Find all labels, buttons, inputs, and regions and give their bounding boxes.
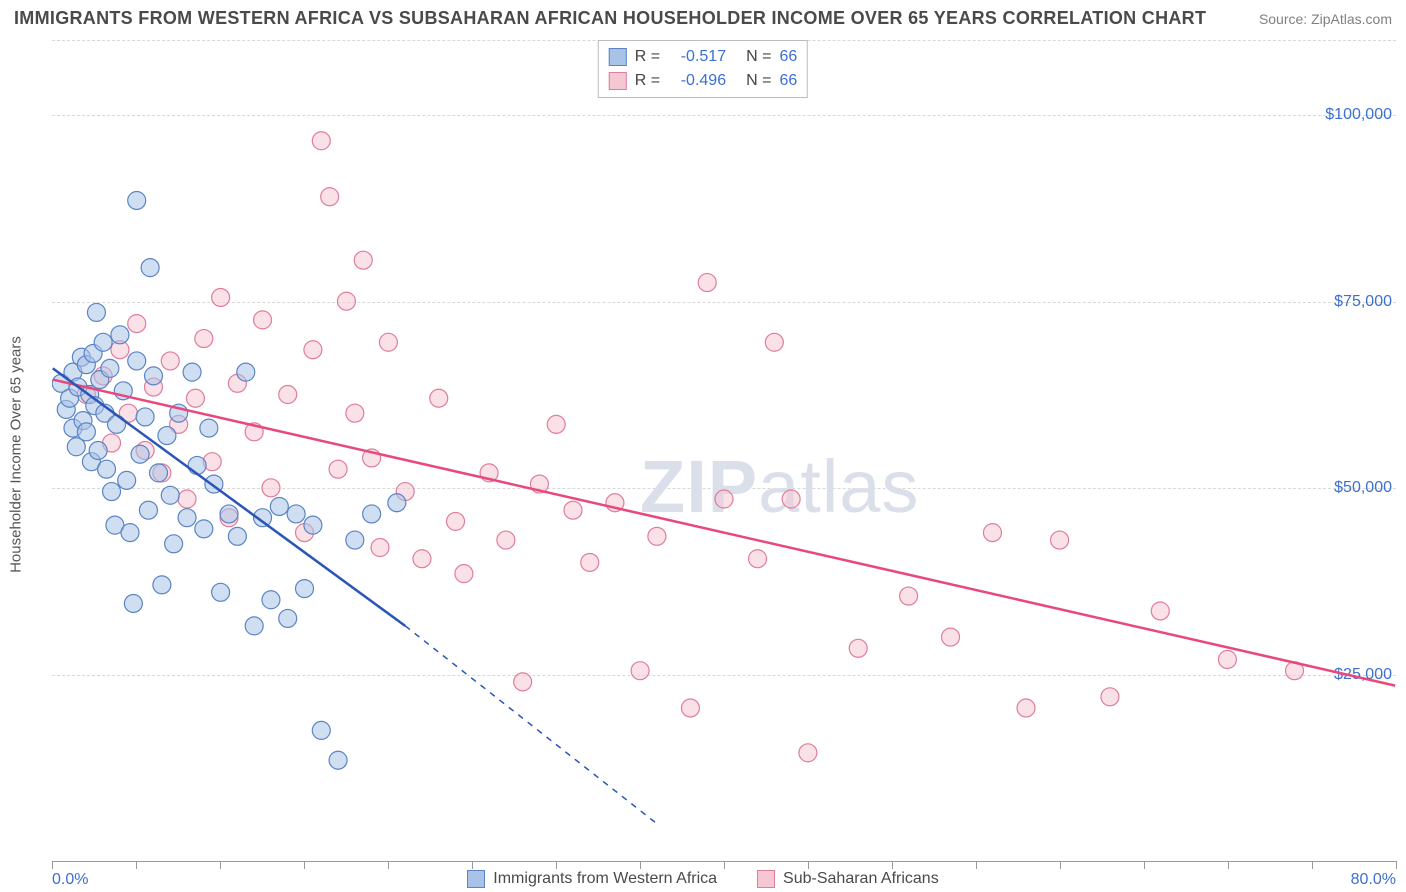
source-attribution: Source: ZipAtlas.com — [1259, 11, 1392, 27]
legend-item-2: Sub-Saharan Africans — [757, 870, 939, 888]
swatch-series2 — [609, 72, 627, 90]
swatch-series1-bottom — [467, 870, 485, 888]
plot-area: ZIPatlas 0.0% 80.0% $25,000$50,000$75,00… — [52, 40, 1396, 862]
legend-item-1: Immigrants from Western Africa — [467, 870, 717, 888]
y-axis-label: Householder Income Over 65 years — [8, 336, 25, 573]
stats-row-2: R = -0.496 N = 66 — [609, 69, 797, 93]
chart-area: ZIPatlas 0.0% 80.0% $25,000$50,000$75,00… — [52, 40, 1396, 862]
swatch-series2-bottom — [757, 870, 775, 888]
stats-row-1: R = -0.517 N = 66 — [609, 45, 797, 69]
scatter-svg — [52, 40, 1396, 861]
legend-label-2: Sub-Saharan Africans — [783, 870, 939, 888]
stats-legend-box: R = -0.517 N = 66 R = -0.496 N = 66 — [598, 40, 808, 98]
swatch-series1 — [609, 48, 627, 66]
chart-title: IMMIGRANTS FROM WESTERN AFRICA VS SUBSAH… — [14, 8, 1206, 29]
legend-label-1: Immigrants from Western Africa — [493, 870, 717, 888]
bottom-legend: Immigrants from Western Africa Sub-Sahar… — [0, 870, 1406, 888]
